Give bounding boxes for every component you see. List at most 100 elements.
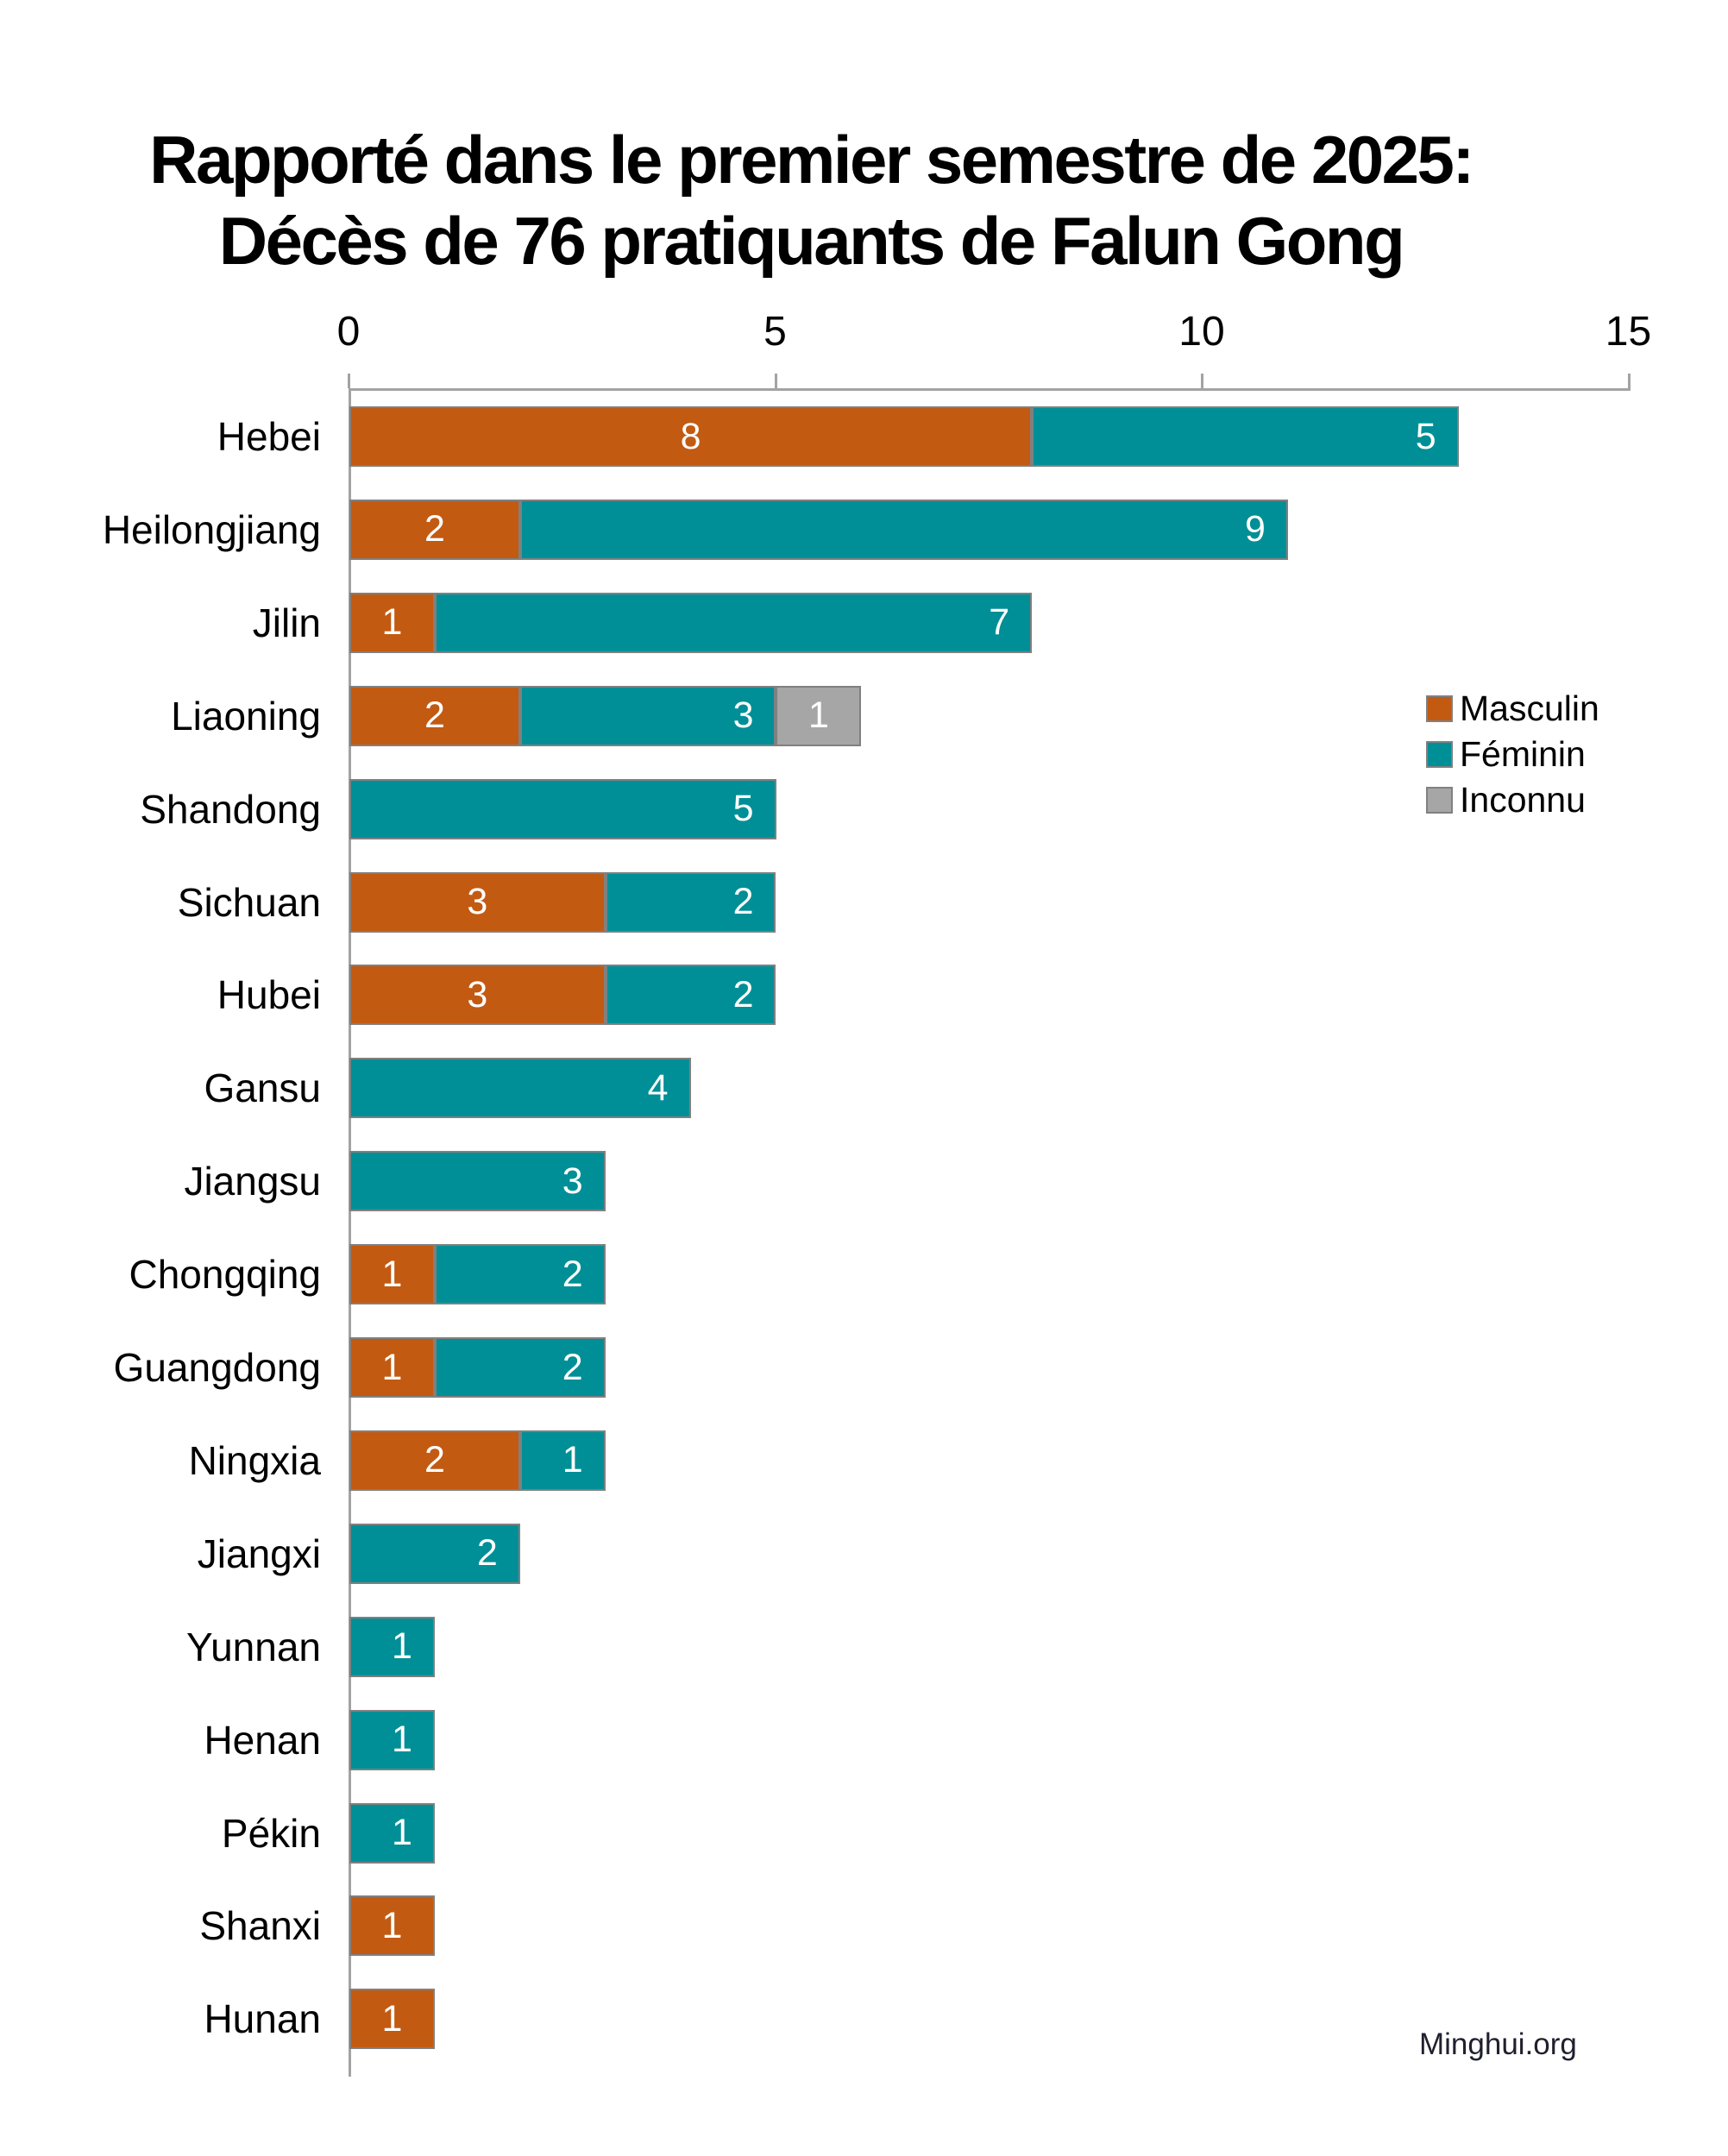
bar-row-gansu: Gansu 4: [0, 1041, 1728, 1135]
stacked-bar: 1: [349, 1802, 435, 1864]
bar-value-label: 3: [562, 1160, 583, 1202]
category-label: Shandong: [140, 786, 321, 832]
category-label: Hubei: [217, 972, 321, 1018]
bar-value-label: 1: [381, 1253, 403, 1295]
bar-value-label: 2: [424, 1439, 445, 1481]
category-label: Pékin: [221, 1810, 321, 1856]
stacked-bar: 4: [349, 1058, 691, 1119]
bar-value-label: 3: [732, 695, 754, 737]
legend-label-inconnu: Inconnu: [1460, 780, 1586, 820]
legend-label-masculin: Masculin: [1460, 688, 1599, 728]
bar-value-label: 2: [424, 695, 445, 737]
category-label: Hunan: [204, 1996, 321, 2042]
bar-segment-masculin: 2: [349, 499, 520, 560]
bar-segment-feminin: 1: [349, 1802, 435, 1864]
bar-row-hebei: Hebei 8 5: [0, 390, 1728, 483]
bar-value-label: 3: [467, 881, 488, 922]
stacked-bar: 2 3 1: [349, 685, 862, 746]
legend: Masculin Féminin Inconnu: [1426, 686, 1599, 823]
category-label: Guangdong: [113, 1345, 321, 1390]
bar-segment-feminin: 9: [519, 499, 1288, 560]
bar-segment-feminin: 2: [434, 1337, 606, 1398]
bar-segment-feminin: 2: [605, 965, 776, 1026]
bar-row-yunnan: Yunnan 1: [0, 1600, 1728, 1694]
category-label: Jilin: [252, 600, 321, 645]
category-label: Jiangxi: [197, 1531, 321, 1576]
stacked-bar: 2: [349, 1523, 520, 1584]
bar-row-shanxi: Shanxi 1: [0, 1879, 1728, 1972]
stacked-bar: 3: [349, 1151, 606, 1212]
category-label: Chongqing: [129, 1252, 321, 1298]
bar-value-label: 2: [732, 973, 754, 1015]
bar-row-hunan: Hunan 1: [0, 1972, 1728, 2065]
bar-segment-feminin: 1: [349, 1709, 435, 1770]
bar-segment-masculin: 1: [349, 1895, 435, 1957]
category-label: Sichuan: [177, 879, 321, 925]
x-tick-label-0: 0: [336, 309, 361, 355]
y-axis-line: [349, 388, 351, 2077]
bar-segment-masculin: 1: [349, 1244, 435, 1305]
bar-row-ningxia: Ningxia 2 1: [0, 1414, 1728, 1507]
bar-segment-feminin: 2: [349, 1523, 520, 1584]
bar-value-label: 7: [989, 601, 1010, 644]
legend-item-feminin: Féminin: [1426, 732, 1599, 777]
bar-segment-feminin: 7: [434, 592, 1033, 653]
bar-row-sichuan: Sichuan 3 2: [0, 856, 1728, 949]
category-label: Henan: [204, 1717, 321, 1763]
bar-value-label: 1: [381, 1346, 403, 1388]
bar-value-label: 1: [381, 601, 403, 644]
chart-title-line2: Décès de 76 pratiquants de Falun Gong: [218, 203, 1405, 279]
bar-value-label: 1: [807, 695, 829, 737]
bar-value-label: 1: [391, 1625, 412, 1668]
bar-row-hubei: Hubei 3 2: [0, 948, 1728, 1041]
bar-segment-masculin: 2: [349, 685, 520, 746]
stacked-bar: 5: [349, 778, 776, 839]
bar-segment-feminin: 3: [349, 1151, 606, 1212]
stacked-bar: 1: [349, 1989, 435, 2050]
category-label: Gansu: [204, 1065, 321, 1111]
bar-row-chongqing: Chongqing 1 2: [0, 1228, 1728, 1321]
x-tick-mark: [348, 374, 350, 388]
stacked-bar: 1: [349, 1895, 435, 1957]
bar-segment-feminin: 2: [434, 1244, 606, 1305]
bar-value-label: 1: [391, 1719, 412, 1761]
bar-segment-inconnu: 1: [776, 685, 862, 746]
bar-segment-feminin: 5: [1032, 406, 1459, 467]
bar-segment-masculin: 3: [349, 871, 606, 933]
bar-value-label: 2: [562, 1253, 583, 1295]
bar-row-guangdong: Guangdong 1 2: [0, 1321, 1728, 1414]
category-label: Shanxi: [199, 1903, 321, 1949]
stacked-bar: 1: [349, 1709, 435, 1770]
bar-segment-feminin: 1: [349, 1616, 435, 1677]
x-tick-label-5: 5: [763, 309, 787, 355]
bar-value-label: 2: [424, 508, 445, 550]
bar-segment-feminin: 1: [519, 1430, 606, 1491]
bar-value-label: 3: [467, 973, 488, 1015]
legend-swatch-feminin-icon: [1426, 741, 1453, 768]
legend-swatch-inconnu-icon: [1426, 787, 1453, 814]
bar-value-label: 5: [1415, 415, 1436, 457]
category-label: Jiangsu: [184, 1159, 321, 1204]
bar-value-label: 4: [647, 1066, 669, 1109]
legend-item-inconnu: Inconnu: [1426, 777, 1599, 823]
x-tick-label-10: 10: [1178, 309, 1225, 355]
bar-value-label: 2: [562, 1346, 583, 1388]
bar-row-henan: Henan 1: [0, 1694, 1728, 1787]
bar-segment-masculin: 2: [349, 1430, 520, 1491]
bar-segment-masculin: 1: [349, 592, 435, 653]
bar-value-label: 1: [391, 1812, 412, 1853]
x-tick-mark: [1201, 374, 1203, 388]
category-label: Ningxia: [188, 1437, 321, 1483]
legend-swatch-masculin-icon: [1426, 695, 1453, 722]
bar-row-jiangsu: Jiangsu 3: [0, 1135, 1728, 1228]
bar-row-jilin: Jilin 1 7: [0, 576, 1728, 669]
bar-row-pékin: Pékin 1: [0, 1787, 1728, 1880]
stacked-bar: 1: [349, 1616, 435, 1677]
